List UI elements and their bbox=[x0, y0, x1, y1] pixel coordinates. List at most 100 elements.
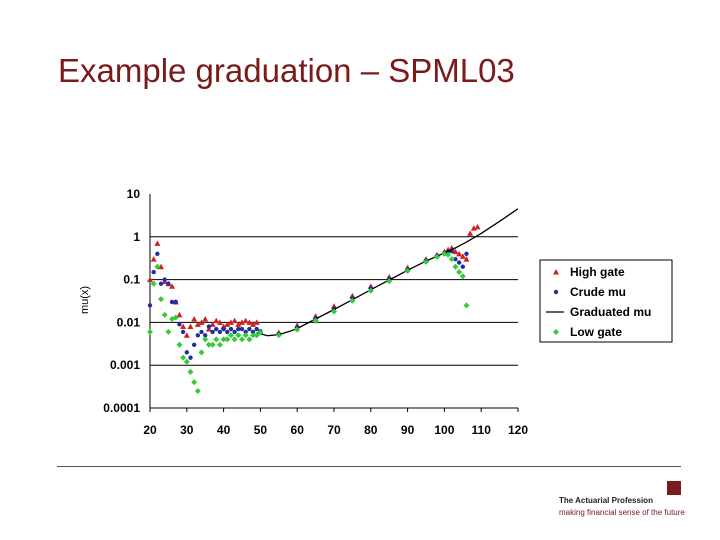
series-layer bbox=[147, 208, 519, 394]
data-point bbox=[456, 250, 463, 257]
data-point bbox=[147, 276, 153, 283]
x-tick-label: 80 bbox=[364, 423, 378, 437]
legend-label: Crude mu bbox=[570, 285, 626, 299]
data-point bbox=[239, 336, 245, 343]
data-point bbox=[257, 329, 264, 336]
data-point bbox=[253, 319, 260, 325]
data-point bbox=[423, 258, 429, 265]
data-point bbox=[216, 319, 223, 325]
data-point bbox=[220, 336, 227, 343]
data-point bbox=[205, 341, 212, 348]
data-point bbox=[250, 321, 257, 327]
data-point bbox=[231, 317, 238, 324]
data-point bbox=[176, 341, 183, 348]
data-point bbox=[463, 302, 470, 309]
legend-label: High gate bbox=[570, 265, 625, 279]
data-point bbox=[203, 333, 208, 338]
data-point bbox=[474, 223, 481, 230]
data-point bbox=[187, 368, 194, 375]
data-point bbox=[158, 281, 164, 286]
data-point bbox=[206, 324, 212, 329]
data-point bbox=[221, 326, 226, 332]
data-point bbox=[209, 321, 216, 327]
data-point bbox=[214, 326, 219, 332]
data-point bbox=[202, 316, 209, 322]
data-point bbox=[239, 319, 245, 325]
data-point bbox=[225, 329, 230, 335]
data-point bbox=[459, 253, 466, 259]
legend: High gate Crude mu Graduated mu Low gate bbox=[539, 259, 673, 343]
data-point bbox=[294, 326, 301, 333]
data-point bbox=[275, 332, 282, 339]
y-axis-label: mu(x) bbox=[79, 286, 91, 314]
data-point bbox=[173, 299, 178, 305]
data-point bbox=[217, 329, 223, 335]
data-point bbox=[250, 329, 256, 335]
x-tick-label: 30 bbox=[180, 423, 194, 437]
data-point bbox=[445, 251, 452, 258]
legend-marker bbox=[553, 289, 559, 295]
data-point bbox=[166, 281, 171, 286]
data-point bbox=[205, 326, 212, 332]
data-point bbox=[209, 341, 216, 348]
legend-marker bbox=[553, 269, 559, 275]
data-point bbox=[147, 303, 153, 308]
data-point bbox=[464, 251, 469, 257]
data-point bbox=[434, 253, 441, 260]
data-point bbox=[213, 336, 220, 343]
data-point bbox=[180, 323, 187, 330]
profession-logo-icon bbox=[667, 481, 681, 495]
data-point bbox=[453, 256, 458, 262]
y-tick-label: 0.1 bbox=[123, 273, 140, 287]
data-point bbox=[224, 321, 231, 327]
x-tick-label: 60 bbox=[291, 423, 305, 437]
data-point bbox=[227, 319, 234, 325]
data-point bbox=[216, 341, 223, 348]
data-point bbox=[228, 326, 234, 332]
x-tick-label: 20 bbox=[143, 423, 157, 437]
data-point bbox=[210, 329, 215, 335]
data-point bbox=[239, 326, 245, 332]
data-point bbox=[247, 326, 252, 332]
data-point bbox=[235, 332, 242, 339]
data-point bbox=[155, 251, 160, 257]
data-point bbox=[183, 332, 190, 338]
data-point bbox=[184, 350, 189, 355]
y-tick-label: 0.01 bbox=[117, 315, 141, 329]
data-point bbox=[194, 387, 201, 394]
data-point bbox=[191, 379, 198, 386]
data-point bbox=[180, 329, 186, 335]
y-tick-label: 0.0001 bbox=[103, 401, 140, 415]
data-point bbox=[386, 278, 393, 285]
data-point bbox=[463, 256, 470, 262]
data-point bbox=[242, 332, 249, 339]
data-point bbox=[150, 256, 157, 262]
data-point bbox=[158, 263, 165, 270]
data-point bbox=[199, 329, 204, 335]
data-point bbox=[194, 321, 201, 327]
data-point bbox=[202, 336, 209, 343]
y-tick-label: 10 bbox=[127, 187, 141, 201]
data-point bbox=[467, 230, 474, 236]
data-point bbox=[188, 355, 193, 360]
data-point bbox=[154, 263, 161, 270]
legend-box bbox=[539, 259, 673, 343]
data-point bbox=[452, 248, 459, 255]
data-point bbox=[242, 317, 249, 324]
data-point bbox=[165, 328, 172, 335]
data-point bbox=[224, 336, 231, 343]
data-point bbox=[312, 317, 319, 324]
data-point bbox=[161, 311, 168, 318]
data-point bbox=[254, 326, 259, 332]
data-point bbox=[227, 332, 234, 339]
y-tick-label: 1 bbox=[133, 230, 140, 244]
slide-title: Example graduation – SPML03 bbox=[58, 52, 515, 89]
data-point bbox=[180, 354, 187, 361]
legend-label: Low gate bbox=[570, 325, 622, 339]
data-point bbox=[448, 256, 455, 263]
data-point bbox=[452, 263, 459, 270]
grid-lines bbox=[150, 236, 518, 409]
data-point bbox=[460, 264, 465, 269]
